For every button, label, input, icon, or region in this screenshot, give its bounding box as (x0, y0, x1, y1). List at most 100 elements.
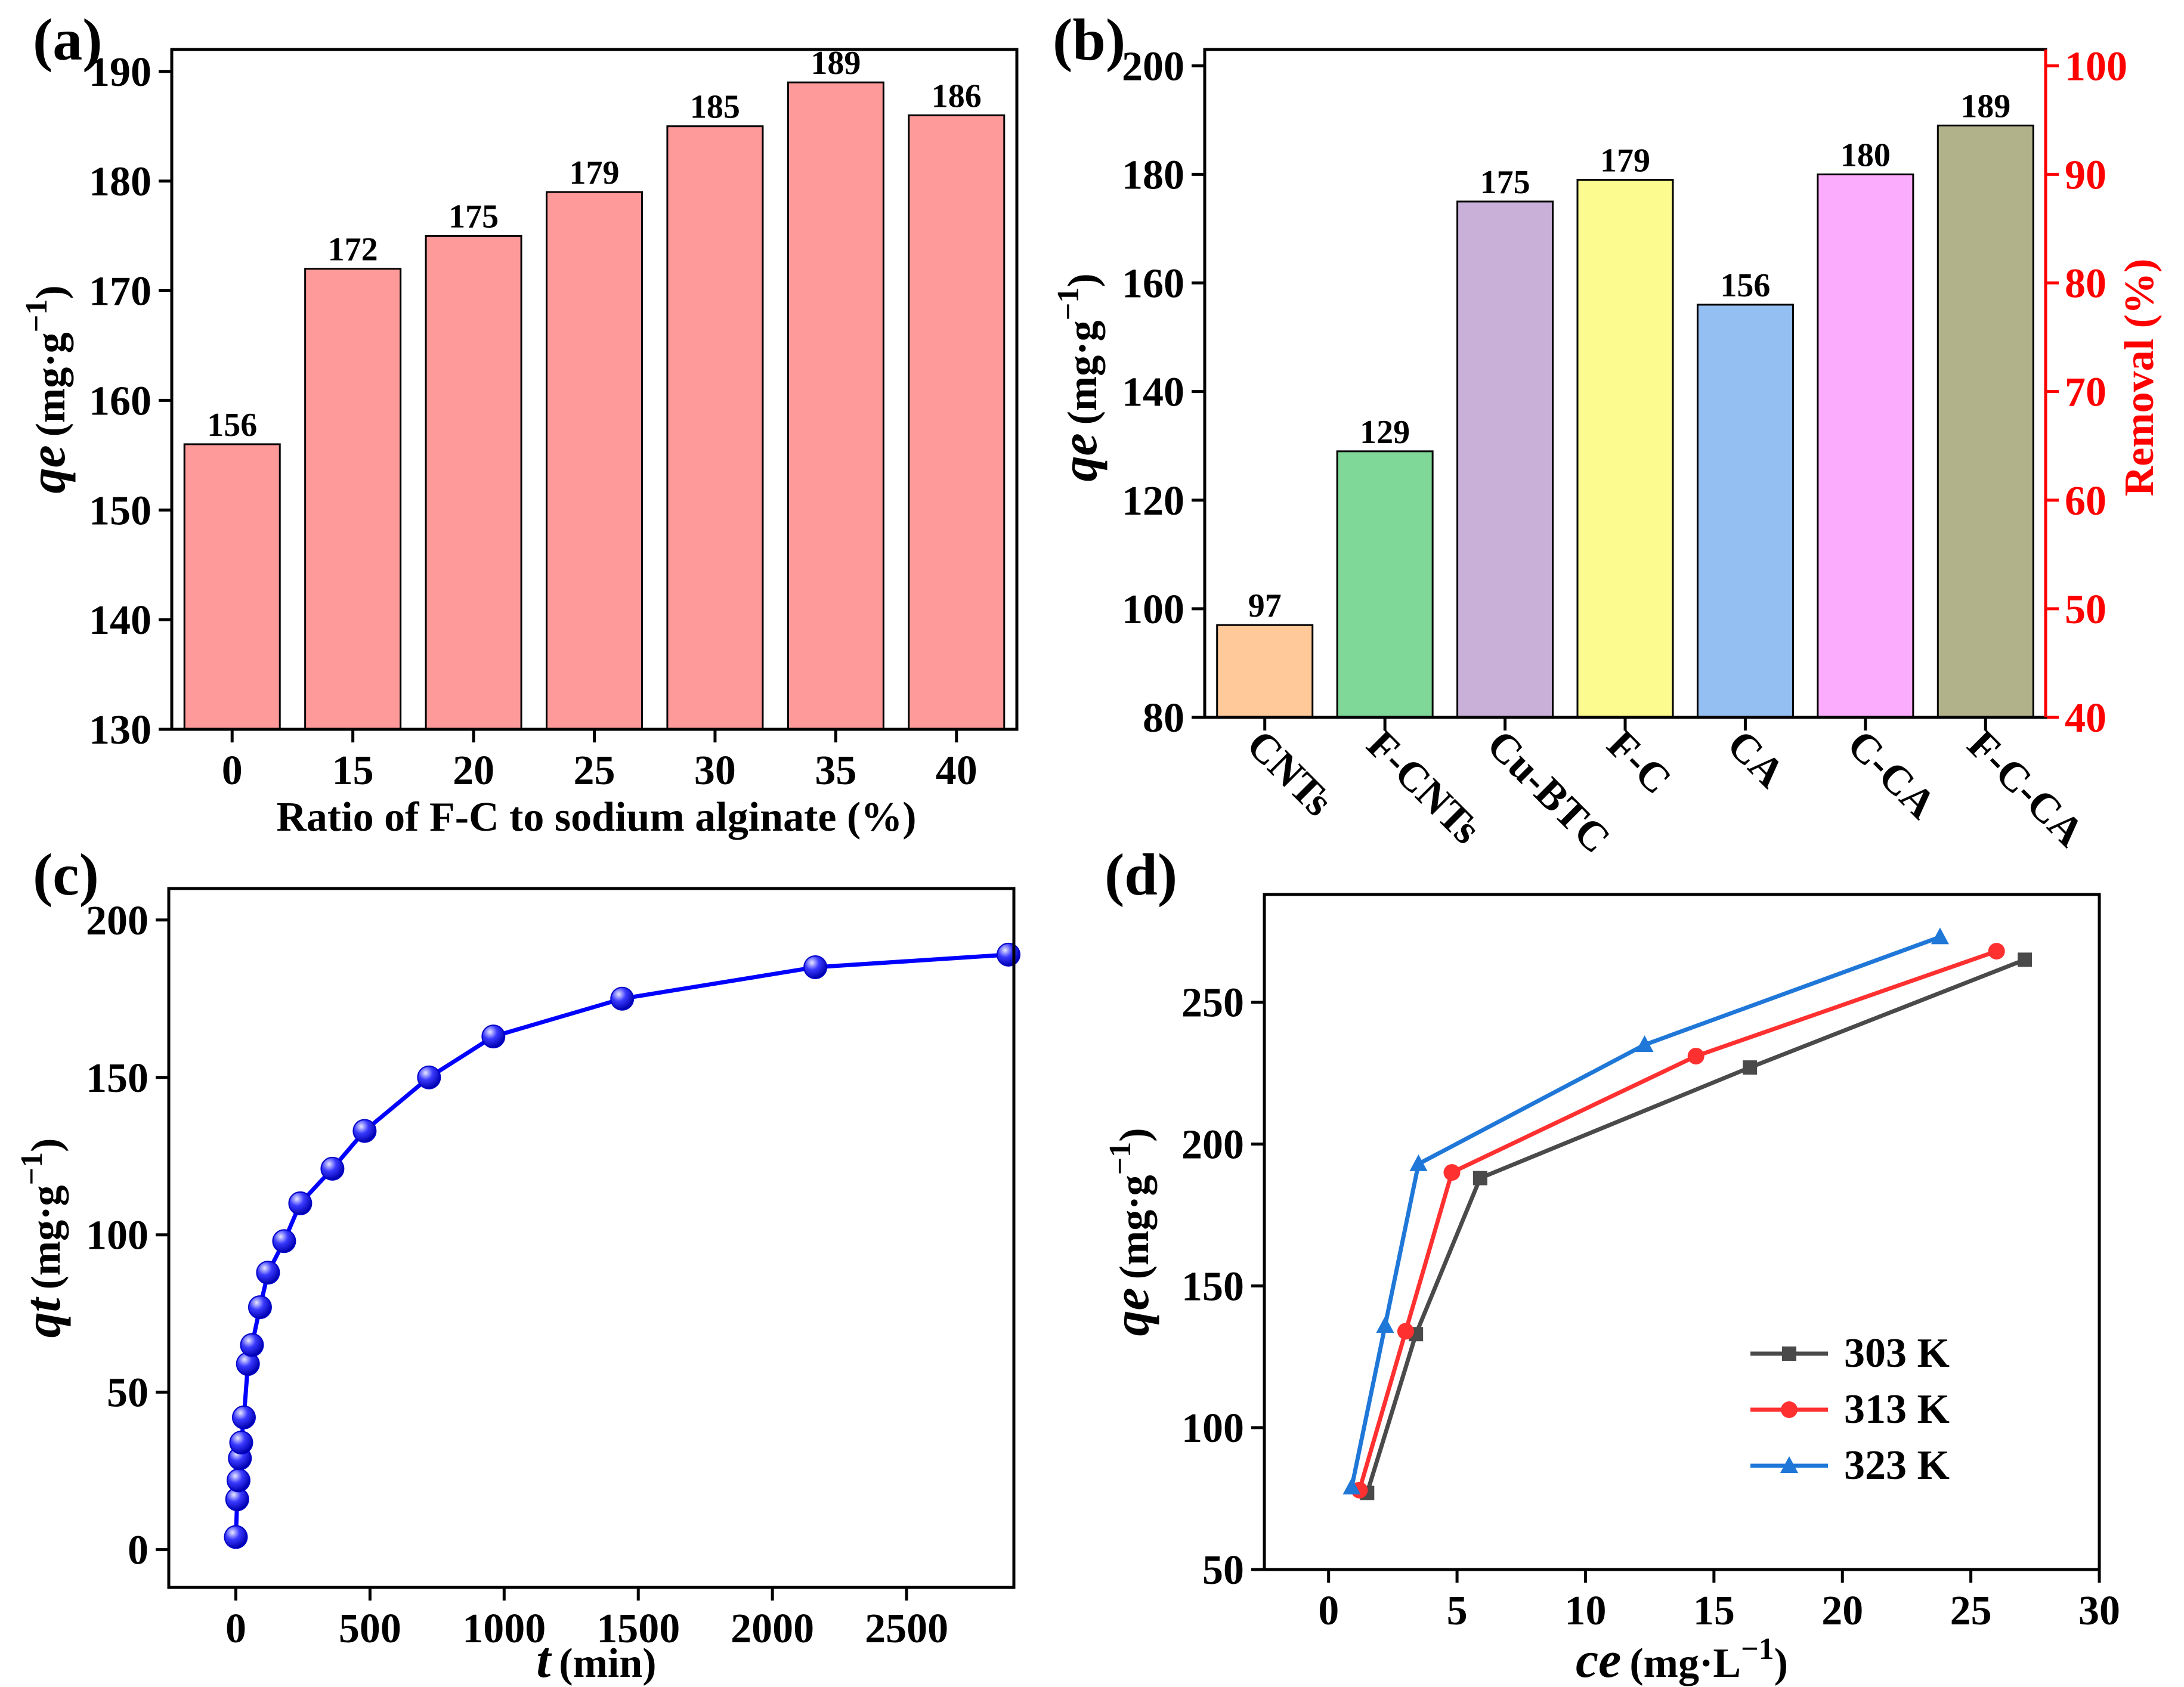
panel-d-data-point (1342, 1478, 1361, 1495)
panel-a-y-title-sup: −1 (20, 299, 54, 333)
panel-c-y-tick-label: 200 (86, 898, 149, 944)
panel-b-y-title-var: qe (1050, 433, 1108, 481)
panel-c-data-point (224, 1525, 248, 1549)
panel-c-data-point (417, 1065, 441, 1089)
panel-b-y2-tick-label: 100 (2065, 44, 2127, 89)
panel-b-y-tick-label: 180 (1122, 152, 1184, 198)
panel-b-y2-tick-label: 60 (2065, 478, 2106, 524)
panel-a-y-title-var: qe (18, 445, 76, 493)
panel-d-x-tick-label: 25 (1950, 1588, 1992, 1634)
panel-a-y-tick-label: 130 (89, 707, 151, 753)
panel-d-y-title: qe (mg·g−1) (1102, 1128, 1159, 1336)
panel-b-bar (1336, 450, 1434, 719)
panel-d-data-point (1931, 927, 1949, 945)
panel-d-x-title-var: ce (1576, 1631, 1621, 1687)
panel-a-bar-label: 186 (932, 78, 982, 114)
panel-d-x-ticks: 0 5 10 15 20 25 30 (1318, 1570, 2120, 1634)
panel-b-x-tick-label: F-C-CA (1959, 722, 2093, 856)
panel-a-x-tick-label: 25 (574, 748, 615, 794)
panel-b-y-tick-label: 200 (1122, 44, 1184, 89)
panel-a-bar-label: 179 (570, 154, 620, 191)
panel-b-bar-label: 189 (1960, 88, 2010, 125)
panel-c-data-point (272, 1229, 296, 1253)
panel-a-x-tick-label: 35 (815, 748, 856, 794)
panel-c-y-title: qt (mg·g−1) (14, 1138, 71, 1338)
panel-d-legend-marker (1780, 1456, 1798, 1473)
panel-b-bar-label: 175 (1480, 164, 1530, 201)
panel-d-x-title: ce (mg·L−1) (1576, 1631, 1788, 1687)
panel-d-data-point (1473, 1171, 1487, 1185)
panel-c-y-title-var: qt (14, 1296, 71, 1338)
panel-b-label: (b) (1053, 7, 1125, 73)
panel-d-y-title-var: qe (1102, 1287, 1159, 1336)
panel-b-y-tick-label: 80 (1143, 695, 1184, 741)
panel-b-bar-label: 97 (1248, 587, 1282, 624)
panel-c-x-tick-label: 1500 (596, 1606, 680, 1652)
panel-a-x-ticks: 0 15 20 25 30 35 40 (222, 729, 977, 794)
panel-d-y-ticks: 50 100 150 200 250 (1181, 980, 1264, 1593)
panel-c-data-point (231, 1405, 256, 1429)
panel-b-y2-tick-label: 50 (2065, 587, 2106, 633)
panel-a-x-title: Ratio of F-C to sodium alginate (%) (276, 794, 916, 840)
panel-c-frame (167, 887, 1016, 1589)
panel-a-bar (787, 81, 884, 730)
panel-a-x-tick-label: 15 (332, 748, 374, 794)
panel-b-y-tick-label: 140 (1122, 370, 1184, 416)
panel-d-legend-marker (1782, 1346, 1796, 1361)
panel-b-y-tick-label: 120 (1122, 478, 1184, 524)
panel-d-legend-label: 313 K (1844, 1386, 1950, 1432)
panel-d-data-point (1743, 1060, 1758, 1075)
panel-a-bar (546, 191, 643, 730)
panel-a-y-tick-label: 150 (89, 488, 151, 534)
panel-c-data-point (803, 955, 828, 979)
panel-c-y-tick-label: 0 (128, 1528, 149, 1574)
panel-c-data-point (229, 1431, 253, 1455)
panel-b-y-tick-label: 160 (1122, 261, 1184, 307)
panel-d-x-title-sup: −1 (1741, 1632, 1774, 1666)
panel-b-bar-label: 179 (1600, 143, 1650, 179)
panel-a-bar-label: 175 (448, 199, 499, 236)
panel-a-y-tick-label: 180 (89, 159, 151, 205)
panel-b-y2-ticks: 40 50 60 70 80 90 100 (2046, 44, 2127, 741)
panel-c-data-point (481, 1024, 506, 1049)
panel-d-data-point (1409, 1154, 1428, 1171)
panel-c-data-point (248, 1295, 272, 1320)
panel-b-x-tick-label: F-C (1598, 722, 1680, 803)
panel-c-y-title-close: ) (23, 1138, 69, 1152)
panel-b-y-title-unit: (mg·g (1060, 320, 1106, 425)
panel-c-x-tick-label: 1000 (462, 1606, 546, 1652)
panel-b-bar (1936, 124, 2034, 719)
panel-d-legend-label: 323 K (1844, 1443, 1950, 1488)
panel-b-x-tick-label: Cu-BTC (1478, 722, 1619, 862)
panel-d-data-point (1443, 1164, 1461, 1181)
panel-b-x-tick-label: C-CA (1839, 722, 1945, 828)
panel-b-bar (1696, 304, 1794, 719)
panel-c-y-title-unit: (mg·g (23, 1185, 69, 1290)
panel-a-x-tick-label: 40 (936, 748, 977, 794)
panel-d-y-title-close: ) (1112, 1128, 1158, 1141)
panel-b: (b) 97 129 175 179 156 180 189 80 100 120 140 160 1… (1050, 7, 2163, 862)
panel-d-data-point (1635, 1035, 1654, 1053)
panel-a-label: (a) (33, 7, 103, 73)
panel-b-bars: 97 129 175 179 156 180 189 (1216, 88, 2034, 719)
panel-a-bar-label: 185 (690, 89, 740, 126)
panel-c-x-tick-label: 2000 (731, 1606, 814, 1652)
panel-b-x-tick-label: CA (1718, 722, 1793, 797)
panel-c-data-point (240, 1333, 264, 1357)
panel-c-data-point (352, 1119, 377, 1143)
panel-a-y-tick-label: 160 (89, 378, 151, 424)
panel-c-label: (c) (33, 841, 99, 908)
panel-b-bar (1216, 624, 1314, 719)
panel-d-x-title-close: ) (1774, 1640, 1788, 1686)
panel-b-x-tick-label: CNTs (1238, 722, 1341, 825)
panel-d-label: (d) (1105, 841, 1177, 908)
panel-c-x-title: t (min) (536, 1631, 656, 1687)
panel-c-y-tick-label: 150 (86, 1055, 149, 1101)
panel-d-y-tick-label: 200 (1181, 1122, 1244, 1168)
panel-d-legend-label: 303 K (1844, 1330, 1950, 1376)
panel-b-y-ticks: 80 100 120 140 160 180 200 (1122, 44, 1205, 741)
